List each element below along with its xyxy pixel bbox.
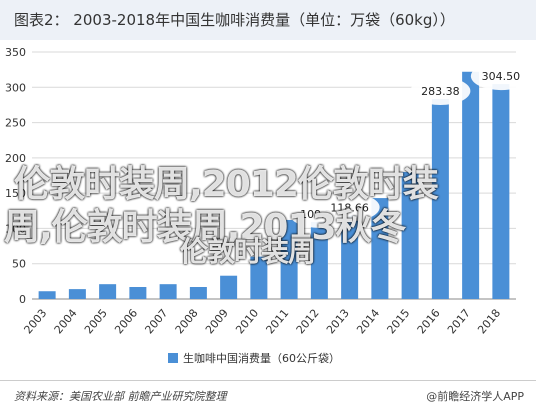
bar-2010 [250, 256, 268, 299]
brand-label: @前瞻经济学人APP [426, 390, 524, 403]
watermark-line-3: 伦敦时装周 [180, 235, 316, 268]
bar-2015 [401, 171, 419, 299]
x-tick-label: 2006 [112, 307, 140, 337]
bar-2018 [492, 84, 510, 299]
x-tick-label: 2008 [173, 307, 201, 337]
x-tick-label: 2004 [52, 307, 80, 337]
bar-2005 [99, 284, 117, 299]
x-tick-label: 2013 [324, 307, 352, 337]
bar-2016 [431, 99, 449, 300]
bar-2007 [159, 284, 177, 299]
bar-2008 [189, 287, 207, 299]
data-label: 283.38 [421, 85, 460, 98]
y-tick-label: 200 [5, 152, 26, 165]
title-bar: 图表2： 2003-2018年中国生咖啡消费量（单位：万袋（60kg）） [0, 0, 536, 40]
x-tick-label: 2003 [21, 307, 49, 337]
y-tick-label: 50 [12, 258, 26, 271]
bar-2009 [220, 275, 238, 299]
data-label-bubble [410, 77, 471, 106]
x-tick-label: 2012 [294, 307, 322, 337]
x-tick-label: 2014 [354, 307, 382, 337]
data-label-bubble [319, 193, 380, 222]
bar-2013 [341, 215, 359, 299]
x-tick-label: 2016 [415, 307, 443, 337]
bar-2011 [280, 219, 298, 299]
legend-label: 生咖啡中国消费量（60公斤袋） [183, 351, 340, 365]
x-tick-label: 2009 [203, 307, 231, 337]
source-note: 资料来源：美国农业部 前瞻产业研究院整理 [14, 390, 227, 403]
chart-title: 图表2： 2003-2018年中国生咖啡消费量（单位：万袋（60kg）） [14, 11, 455, 29]
x-tick-label: 2005 [82, 307, 110, 337]
data-label: 118.66 [330, 201, 369, 214]
y-tick-label: 100 [5, 222, 26, 235]
y-tick-label: 350 [5, 46, 26, 59]
y-tick-label: 300 [5, 81, 26, 94]
footer-divider [0, 380, 536, 381]
watermark-line-1: 伦敦时装周,2012伦敦时装 [14, 164, 439, 205]
x-tick-label: 2007 [142, 307, 170, 337]
bar-2003 [38, 291, 56, 299]
data-label-bubble [470, 62, 531, 91]
watermark-line-2: 周,伦敦时装周,2013秋冬 [4, 207, 407, 248]
x-tick-label: 2010 [233, 307, 261, 337]
bar-2012 [310, 221, 328, 299]
x-tick-label: 2018 [475, 307, 503, 337]
x-tick-label: 2011 [263, 307, 291, 337]
bar-2004 [68, 289, 86, 299]
y-tick-label: 0 [19, 293, 26, 306]
legend-swatch [168, 353, 178, 363]
bar-2006 [129, 287, 147, 299]
y-tick-label: 250 [5, 117, 26, 130]
bar-2017 [462, 71, 480, 299]
x-tick-label: 2015 [384, 307, 412, 337]
x-tick-label: 2017 [445, 307, 473, 337]
bar-2014 [371, 198, 389, 299]
data-label: 304.50 [482, 70, 521, 83]
y-tick-label: 150 [5, 187, 26, 200]
